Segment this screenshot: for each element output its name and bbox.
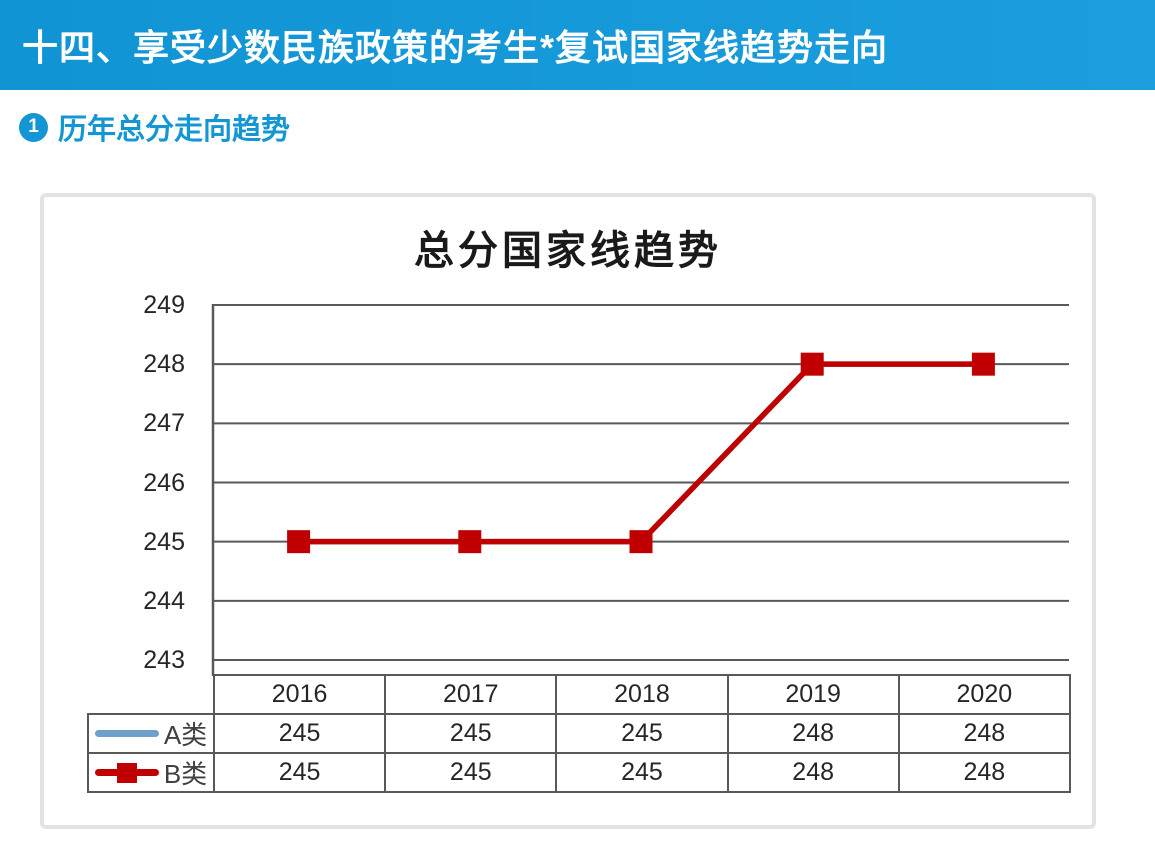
y-tick-label: 245 [143, 527, 185, 556]
value-cell: 245 [212, 713, 387, 754]
table-row: B类 245 245 245 248 248 [87, 752, 1071, 793]
legend-key-icon-B类 [94, 769, 159, 776]
table-corner-empty [88, 675, 214, 714]
value-cell: 245 [384, 752, 558, 793]
y-tick-label: 244 [143, 586, 185, 615]
series-marker-B类 [971, 352, 995, 376]
value-cell: 245 [212, 752, 387, 793]
y-tick-label: 243 [143, 646, 185, 674]
legend-label: B类 [163, 759, 208, 789]
series-line-B类 [298, 361, 984, 545]
table-header-row: 2016 2017 2018 2019 2020 [88, 674, 1071, 715]
value-cell: 248 [726, 752, 900, 793]
y-tick-label: 248 [143, 350, 185, 379]
x-category-cell: 2020 [897, 674, 1071, 715]
chart-data-table: 2016 2017 2018 2019 2020 A类 245 245 245 248 248 B类 2… [87, 674, 1071, 793]
banner: 十四、享受少数民族政策的考生*复试国家线趋势走向 [0, 0, 1155, 90]
value-cell: 248 [897, 713, 1071, 754]
series-line-A类 [298, 361, 984, 545]
section-heading: 1 历年总分走向趋势 [19, 110, 290, 146]
series-marker-B类 [629, 530, 653, 554]
legend-label: A类 [163, 720, 208, 750]
line-chart-plot [211, 304, 1069, 676]
y-tick-label: 246 [143, 468, 185, 497]
table-row: A类 245 245 245 248 248 [87, 713, 1071, 754]
value-cell: 245 [555, 752, 729, 793]
legend-cell-A类: A类 [87, 713, 215, 754]
y-tick-label: 247 [143, 409, 185, 438]
chart-title: 总分国家线趋势 [414, 228, 722, 273]
value-cell: 248 [726, 713, 900, 754]
section-title: 历年总分走向趋势 [58, 114, 291, 146]
x-category-cell: 2018 [555, 674, 729, 715]
section-number-badge: 1 [19, 112, 48, 142]
y-tick-label: 249 [143, 291, 185, 319]
x-category-cell: 2019 [726, 674, 900, 715]
value-cell: 248 [897, 752, 1071, 793]
x-category-cell: 2017 [384, 674, 558, 715]
series-marker-B类 [458, 530, 482, 554]
value-cell: 245 [384, 713, 558, 754]
series-marker-B类 [800, 352, 824, 376]
legend-key-icon-A类 [94, 730, 159, 737]
x-category-cell: 2016 [212, 674, 387, 715]
banner-title: 十四、享受少数民族政策的考生*复试国家线趋势走向 [22, 27, 889, 68]
value-cell: 245 [555, 713, 729, 754]
series-marker-B类 [287, 530, 311, 554]
chart-card: 总分国家线趋势 249 248 247 246 245 244 243 2016 2017 20… [40, 193, 1096, 829]
legend-cell-B类: B类 [87, 752, 215, 793]
